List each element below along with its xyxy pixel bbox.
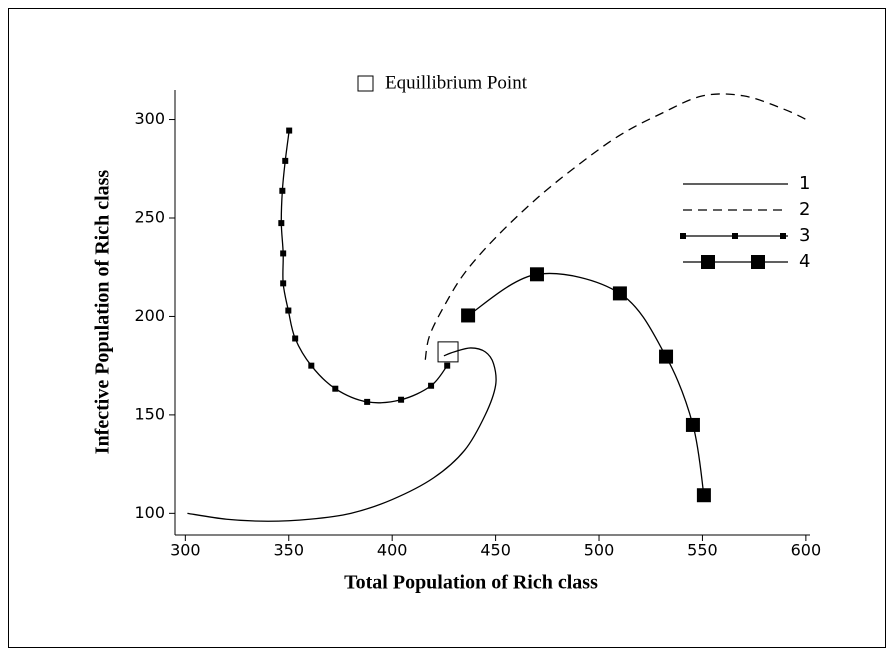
marker xyxy=(696,488,711,503)
series-line xyxy=(187,347,497,522)
marker xyxy=(444,362,451,369)
x-tick-label: 400 xyxy=(377,541,408,560)
x-tick-label: 350 xyxy=(273,541,304,560)
x-tick-label: 500 xyxy=(584,541,615,560)
legend-label: 2 xyxy=(799,199,810,220)
y-axis-label: Infective Population of Rich class xyxy=(92,170,114,455)
marker xyxy=(659,349,674,364)
x-axis-label: Total Population of Rich class xyxy=(344,572,598,594)
frame xyxy=(8,8,886,648)
marker xyxy=(461,308,476,323)
marker xyxy=(398,396,405,403)
marker xyxy=(278,220,285,227)
marker xyxy=(282,157,289,164)
x-tick-label: 550 xyxy=(687,541,718,560)
marker xyxy=(280,280,287,287)
legend-marker xyxy=(732,233,738,239)
x-tick-label: 300 xyxy=(170,541,201,560)
marker xyxy=(280,250,287,257)
marker xyxy=(332,385,339,392)
y-tick-label: 200 xyxy=(134,306,165,325)
legend-label: 3 xyxy=(799,225,810,246)
legend-marker xyxy=(701,255,715,269)
y-tick-label: 300 xyxy=(134,109,165,128)
marker xyxy=(428,382,435,389)
equilibrium-marker xyxy=(437,341,459,363)
marker xyxy=(685,417,700,432)
legend-label: 4 xyxy=(799,251,810,272)
x-tick-label: 600 xyxy=(791,541,822,560)
marker xyxy=(279,187,286,194)
marker xyxy=(364,398,371,405)
equilibrium-legend-label: Equillibrium Point xyxy=(385,72,528,93)
legend-marker xyxy=(780,233,786,239)
y-tick-label: 250 xyxy=(134,207,165,226)
marker xyxy=(529,267,544,282)
series-line xyxy=(424,93,811,360)
marker xyxy=(308,362,315,369)
series-line xyxy=(280,130,448,404)
y-tick-label: 100 xyxy=(134,503,165,522)
series-line xyxy=(467,272,705,496)
legend-marker xyxy=(680,233,686,239)
marker xyxy=(292,335,299,342)
equilibrium-legend-symbol xyxy=(357,75,374,92)
x-tick-label: 450 xyxy=(480,541,511,560)
marker xyxy=(612,286,627,301)
y-tick-label: 150 xyxy=(134,404,165,423)
marker xyxy=(286,127,293,134)
marker xyxy=(285,307,292,314)
legend-marker xyxy=(751,255,765,269)
legend-label: 1 xyxy=(799,173,810,194)
